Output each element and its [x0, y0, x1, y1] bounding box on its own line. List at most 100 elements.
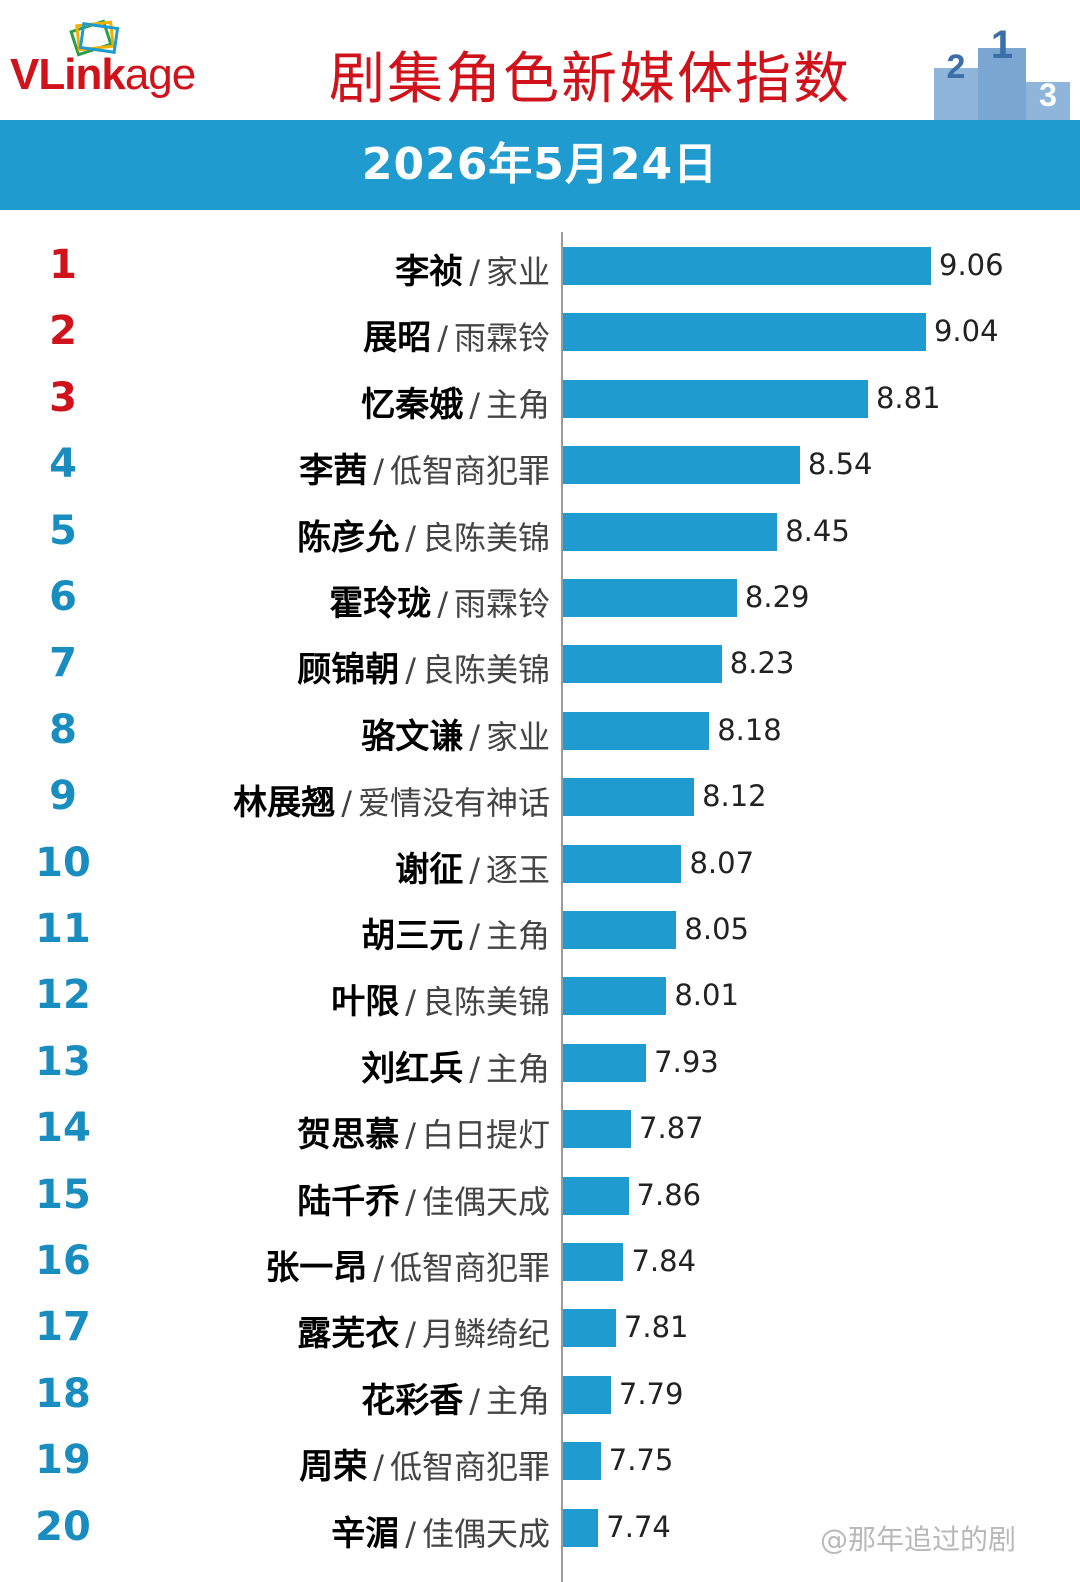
label-separator: /	[469, 1381, 480, 1420]
row-label: 谢征 / 逐玉	[70, 842, 550, 891]
drama-name: 佳偶天成	[421, 1182, 550, 1221]
row-label: 贺思慕 / 白日提灯	[70, 1107, 550, 1156]
row-label: 陈彦允 / 良陈美锦	[70, 510, 550, 559]
bar-value-label: 7.87	[639, 1111, 704, 1146]
character-name: 林展翘	[233, 783, 336, 824]
label-separator: /	[341, 784, 352, 823]
bar-value-label: 7.75	[608, 1443, 674, 1478]
rank-number: 13	[35, 1038, 91, 1085]
rank-number: 12	[35, 972, 91, 1019]
bar	[563, 1442, 601, 1481]
row-label: 骆文谦 / 家业	[70, 709, 550, 758]
rank-number: 11	[35, 906, 91, 952]
bar	[563, 977, 667, 1016]
bar-value-label: 8.23	[729, 646, 795, 681]
date-label: 2026年5月24日	[361, 139, 719, 190]
drama-name: 佳偶天成	[421, 1514, 550, 1553]
label-separator: /	[405, 1514, 416, 1553]
podium-icon: 2 1 3	[934, 23, 1070, 120]
character-name: 露芜衣	[297, 1314, 400, 1355]
drama-name: 雨霖铃	[453, 319, 550, 358]
label-separator: /	[373, 452, 384, 491]
watermark: @那年追过的剧	[820, 1523, 1017, 1556]
rank-number: 16	[35, 1238, 91, 1284]
bar	[563, 1043, 647, 1082]
rank-number: 2	[49, 308, 77, 355]
drama-name: 主角	[485, 1381, 550, 1420]
row-label: 忆秦娥 / 主角	[70, 377, 550, 426]
label-separator: /	[437, 585, 448, 623]
drama-name: 家业	[485, 717, 550, 756]
label-separator: /	[405, 1116, 416, 1155]
row-label: 刘红兵 / 主角	[70, 1041, 550, 1090]
drama-name: 主角	[485, 1049, 550, 1088]
label-separator: /	[437, 319, 448, 358]
bar	[563, 911, 677, 949]
vlinkage-logo: VLinkage	[10, 12, 250, 112]
bar-value-label: 8.01	[674, 978, 739, 1013]
row-label: 露芜衣 / 月鳞绮纪	[70, 1306, 550, 1355]
bar-value-label: 8.07	[689, 845, 755, 880]
label-separator: /	[405, 983, 416, 1022]
bar	[563, 512, 778, 551]
rank-number: 6	[49, 574, 77, 620]
label-separator: /	[373, 1448, 384, 1487]
rank-number: 8	[49, 706, 77, 753]
rank-number: 1	[49, 242, 77, 288]
character-name: 刘红兵	[361, 1048, 464, 1089]
label-separator: /	[469, 1049, 480, 1088]
label-separator: /	[405, 651, 416, 690]
row-label: 展昭 / 雨霖铃	[70, 310, 550, 359]
label-separator: /	[405, 518, 416, 557]
row-label: 李茜 / 低智商犯罪	[70, 443, 550, 492]
bar	[563, 247, 931, 285]
drama-name: 白日提灯	[421, 1116, 550, 1155]
bar	[563, 711, 710, 750]
rank-number: 20	[35, 1503, 91, 1550]
logo-text-v: V	[10, 50, 39, 99]
drama-name: 家业	[485, 253, 550, 291]
bar-value-label: 8.05	[684, 912, 749, 946]
bar-value-label: 9.04	[933, 314, 999, 349]
rank-number: 4	[49, 441, 77, 488]
bar-value-label: 7.84	[631, 1244, 697, 1278]
character-name: 顾锦朝	[297, 650, 400, 691]
rank-number: 15	[35, 1171, 91, 1218]
podium-label-1: 1	[991, 23, 1013, 67]
bar	[563, 1309, 616, 1348]
character-name: 张一昂	[265, 1248, 368, 1288]
character-name: 辛湄	[331, 1513, 400, 1554]
drama-name: 月鳞绮纪	[421, 1315, 550, 1354]
label-separator: /	[469, 917, 480, 955]
page-title: 剧集角色新媒体指数	[329, 47, 851, 112]
bar-value-label: 8.18	[717, 712, 782, 747]
ranking-bar-chart: 1 李祯 / 家业 9.06 2 展昭 / 雨霖铃 9.04 3 忆秦娥 / 主角 8.81 4 李茜 / 低智商犯…	[0, 210, 1080, 1582]
character-name: 骆文谦	[361, 716, 464, 757]
character-name: 李茜	[299, 451, 368, 492]
character-name: 谢征	[395, 849, 464, 890]
label-separator: /	[469, 717, 480, 756]
row-label: 周荣 / 低智商犯罪	[70, 1439, 550, 1488]
bar-value-label: 7.74	[606, 1509, 671, 1544]
character-name: 周荣	[299, 1447, 368, 1488]
bar-value-label: 9.06	[939, 248, 1004, 282]
label-separator: /	[405, 1315, 416, 1354]
row-label: 胡三元 / 主角	[70, 908, 550, 957]
bar-value-label: 8.12	[702, 779, 767, 814]
row-label: 叶限 / 良陈美锦	[70, 974, 550, 1023]
bar-value-label: 7.81	[623, 1310, 689, 1345]
row-label: 李祯 / 家业	[70, 244, 550, 293]
label-separator: /	[373, 1249, 384, 1287]
drama-name: 主角	[485, 385, 550, 424]
character-name: 展昭	[363, 318, 432, 359]
label-separator: /	[469, 850, 480, 889]
bar-value-label: 8.45	[785, 513, 850, 548]
vlinkage-frames-logo-icon	[69, 19, 120, 57]
rank-number: 5	[49, 507, 77, 554]
bar	[563, 379, 868, 418]
podium-label-3: 3	[1039, 77, 1057, 113]
drama-name: 雨霖铃	[453, 585, 550, 623]
drama-name: 良陈美锦	[421, 651, 550, 690]
bar-value-label: 8.54	[807, 447, 873, 482]
label-separator: /	[405, 1182, 416, 1221]
